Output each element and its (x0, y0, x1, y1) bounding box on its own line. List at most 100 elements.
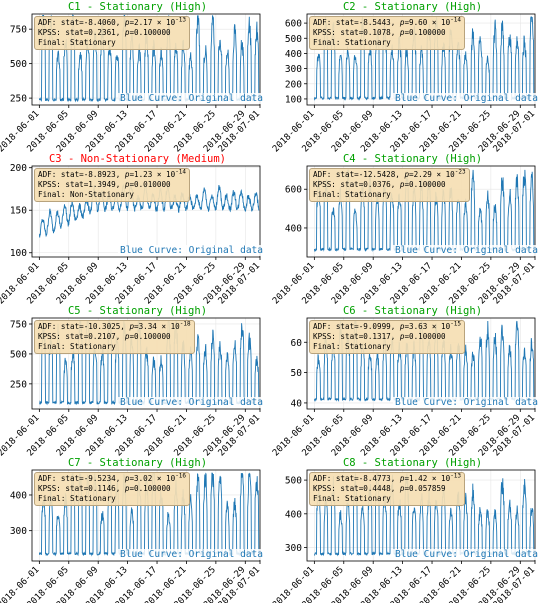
y-tick-label: 750 (10, 319, 27, 330)
axes-frame (306, 165, 536, 258)
adf-line: ADF: stat=-8.4773, p=1.42 × 10-13 (313, 473, 461, 484)
kpss-stat: KPSS: stat=0.2361, (38, 28, 125, 37)
adf-stat: ADF: stat=-8.4773, (313, 474, 400, 483)
stats-box: ADF: stat=-9.0999, p=3.63 × 10-15 KPSS: s… (309, 320, 466, 354)
adf-stat: ADF: stat=-9.5234, (38, 474, 125, 483)
y-tick-label: 400 (285, 509, 302, 520)
stats-box: ADF: stat=-8.8923, p=1.23 × 10-14 KPSS: s… (34, 168, 191, 202)
adf-p-symbol: p (399, 474, 405, 483)
kpss-line: KPSS: stat=0.1146, p=0.100000 (38, 484, 186, 494)
chart-svg: 1001502002018-06-012018-06-052018-06-092… (0, 163, 262, 306)
kpss-line: KPSS: stat=0.4448, p=0.057859 (313, 484, 461, 494)
adf-p-exp: -14 (175, 168, 187, 176)
adf-p-eq: = (129, 170, 135, 179)
adf-p-eq: = (409, 170, 414, 179)
y-tick-label: 200 (285, 79, 302, 90)
adf-p-eq: = (129, 474, 135, 483)
chart-title: C1 - Stationary (High) (67, 1, 208, 13)
adf-p-symbol: p (399, 18, 405, 27)
y-tick-label: 300 (285, 64, 302, 75)
final-verdict: Final: Stationary (313, 190, 391, 199)
kpss-p-symbol: p (124, 180, 130, 189)
y-tick-label: 400 (285, 223, 302, 234)
axes-frame (31, 469, 261, 562)
curve-label: Blue Curve: Original data (393, 397, 540, 408)
adf-p-eq: = (404, 474, 410, 483)
stats-box: ADF: stat=-8.4773, p=1.42 × 10-13 KPSS: s… (309, 472, 466, 506)
kpss-stat: KPSS: stat=0.4448, (313, 484, 400, 493)
final-verdict: Final: Stationary (313, 494, 391, 503)
adf-stat: ADF: stat=-12.5428, (313, 170, 405, 179)
adf-p-base: 3.02 × 10 (134, 474, 176, 483)
curve-label: Blue Curve: Original data (393, 93, 540, 104)
chart-panel-c4: C4 - Stationary (High) 400 600 2018-06-01 20… (271, 152, 550, 306)
chart-svg: 4050602018-06-012018-06-052018-06-092018… (271, 317, 537, 458)
kpss-p: =0.057859 (404, 484, 446, 493)
kpss-p-symbol: p (399, 332, 405, 341)
y-tick-label: 500 (285, 476, 302, 487)
chart-panel-c1: C1 - Stationary (High) 250 500 750 2018-06-0… (0, 0, 275, 154)
kpss-stat: KPSS: stat=0.2107, (38, 332, 125, 341)
axes-frame (306, 469, 536, 562)
series-line (38, 183, 260, 238)
adf-p-symbol: p (404, 170, 410, 179)
chart-svg: 3004005002018-06-012018-06-052018-06-092… (271, 469, 537, 603)
adf-p-base: 1.42 × 10 (409, 474, 451, 483)
y-tick-label: 400 (285, 49, 302, 60)
chart-title: C4 - Stationary (High) (342, 153, 483, 165)
final-verdict: Final: Stationary (38, 342, 116, 351)
kpss-p-symbol: p (399, 28, 405, 37)
chart-svg: 3004002018-06-012018-06-052018-06-092018… (0, 469, 262, 603)
adf-p-exp: -14 (450, 16, 462, 24)
y-tick-label: 200 (10, 163, 27, 174)
kpss-stat: KPSS: stat=0.1317, (313, 332, 400, 341)
final-verdict: Final: Stationary (313, 38, 391, 47)
y-tick-label: 750 (10, 25, 27, 36)
kpss-line: KPSS: stat=1.3949, p=0.010000 (38, 180, 186, 190)
adf-line: ADF: stat=-8.8923, p=1.23 × 10-14 (38, 168, 187, 180)
chart-title: C8 - Stationary (High) (342, 457, 483, 469)
chart-svg: 4006002018-06-012018-06-052018-06-092018… (271, 165, 537, 306)
y-tick-label: 600 (285, 19, 302, 30)
adf-p-base: 3.34 × 10 (138, 322, 180, 331)
chart-panel-c8: C8 - Stationary (High) 300 400 500 2018-06-0… (271, 456, 550, 603)
adf-line: ADF: stat=-9.5234, p=3.02 × 10-16 (38, 472, 187, 484)
adf-p-symbol: p (129, 322, 135, 331)
chart-panel-c2: C2 - Stationary (High) 100 200 300 400 500 600… (271, 0, 550, 154)
y-tick-label: 300 (285, 543, 302, 554)
kpss-p: =0.010000 (129, 180, 171, 189)
adf-p-exp: -18 (179, 320, 191, 328)
adf-line: ADF: stat=-9.0999, p=3.63 × 10-15 (313, 321, 461, 332)
stats-box: ADF: stat=-8.5443, p=9.60 × 10-14 KPSS: s… (309, 16, 466, 50)
kpss-line: KPSS: stat=0.1317, p=0.100000 (313, 332, 461, 342)
axes-frame (31, 165, 261, 258)
chart-panel-c5: C5 - Stationary (High) 250 500 750 2018-06-0… (0, 304, 275, 458)
adf-stat: ADF: stat=-8.5443, (313, 18, 400, 27)
chart-title: C7 - Stationary (High) (67, 457, 208, 469)
chart-title: C2 - Stationary (High) (342, 1, 483, 13)
adf-p-exp: -16 (175, 472, 187, 480)
y-tick-label: 60 (291, 338, 303, 349)
y-tick-label: 150 (10, 206, 27, 217)
curve-label: Blue Curve: Original data (118, 397, 265, 408)
stats-box: ADF: stat=-9.5234, p=3.02 × 10-16 KPSS: s… (34, 472, 191, 506)
curve-label: Blue Curve: Original data (118, 549, 265, 560)
y-tick-label: 100 (285, 94, 302, 105)
y-tick-label: 500 (285, 34, 302, 45)
adf-p-symbol: p (399, 322, 405, 331)
stats-box: ADF: stat=-12.5428, p=2.29 × 10-23 KPSS: … (309, 168, 470, 202)
curve-label: Blue Curve: Original data (393, 549, 540, 560)
kpss-line: KPSS: stat=0.2361, p=0.100000 (38, 28, 186, 38)
y-tick-label: 250 (10, 379, 27, 390)
kpss-stat: KPSS: stat=0.1146, (38, 484, 125, 493)
adf-p-symbol: p (124, 474, 130, 483)
kpss-stat: KPSS: stat=1.3949, (38, 180, 125, 189)
kpss-p-symbol: p (124, 332, 130, 341)
kpss-line: KPSS: stat=0.0376, p=0.100000 (313, 180, 466, 190)
adf-stat: ADF: stat=-8.4060, (38, 18, 125, 27)
adf-line: ADF: stat=-12.5428, p=2.29 × 10-23 (313, 169, 466, 180)
adf-p-base: 2.17 × 10 (134, 18, 176, 27)
y-tick-label: 600 (285, 185, 302, 196)
kpss-p: =0.100000 (129, 484, 171, 493)
